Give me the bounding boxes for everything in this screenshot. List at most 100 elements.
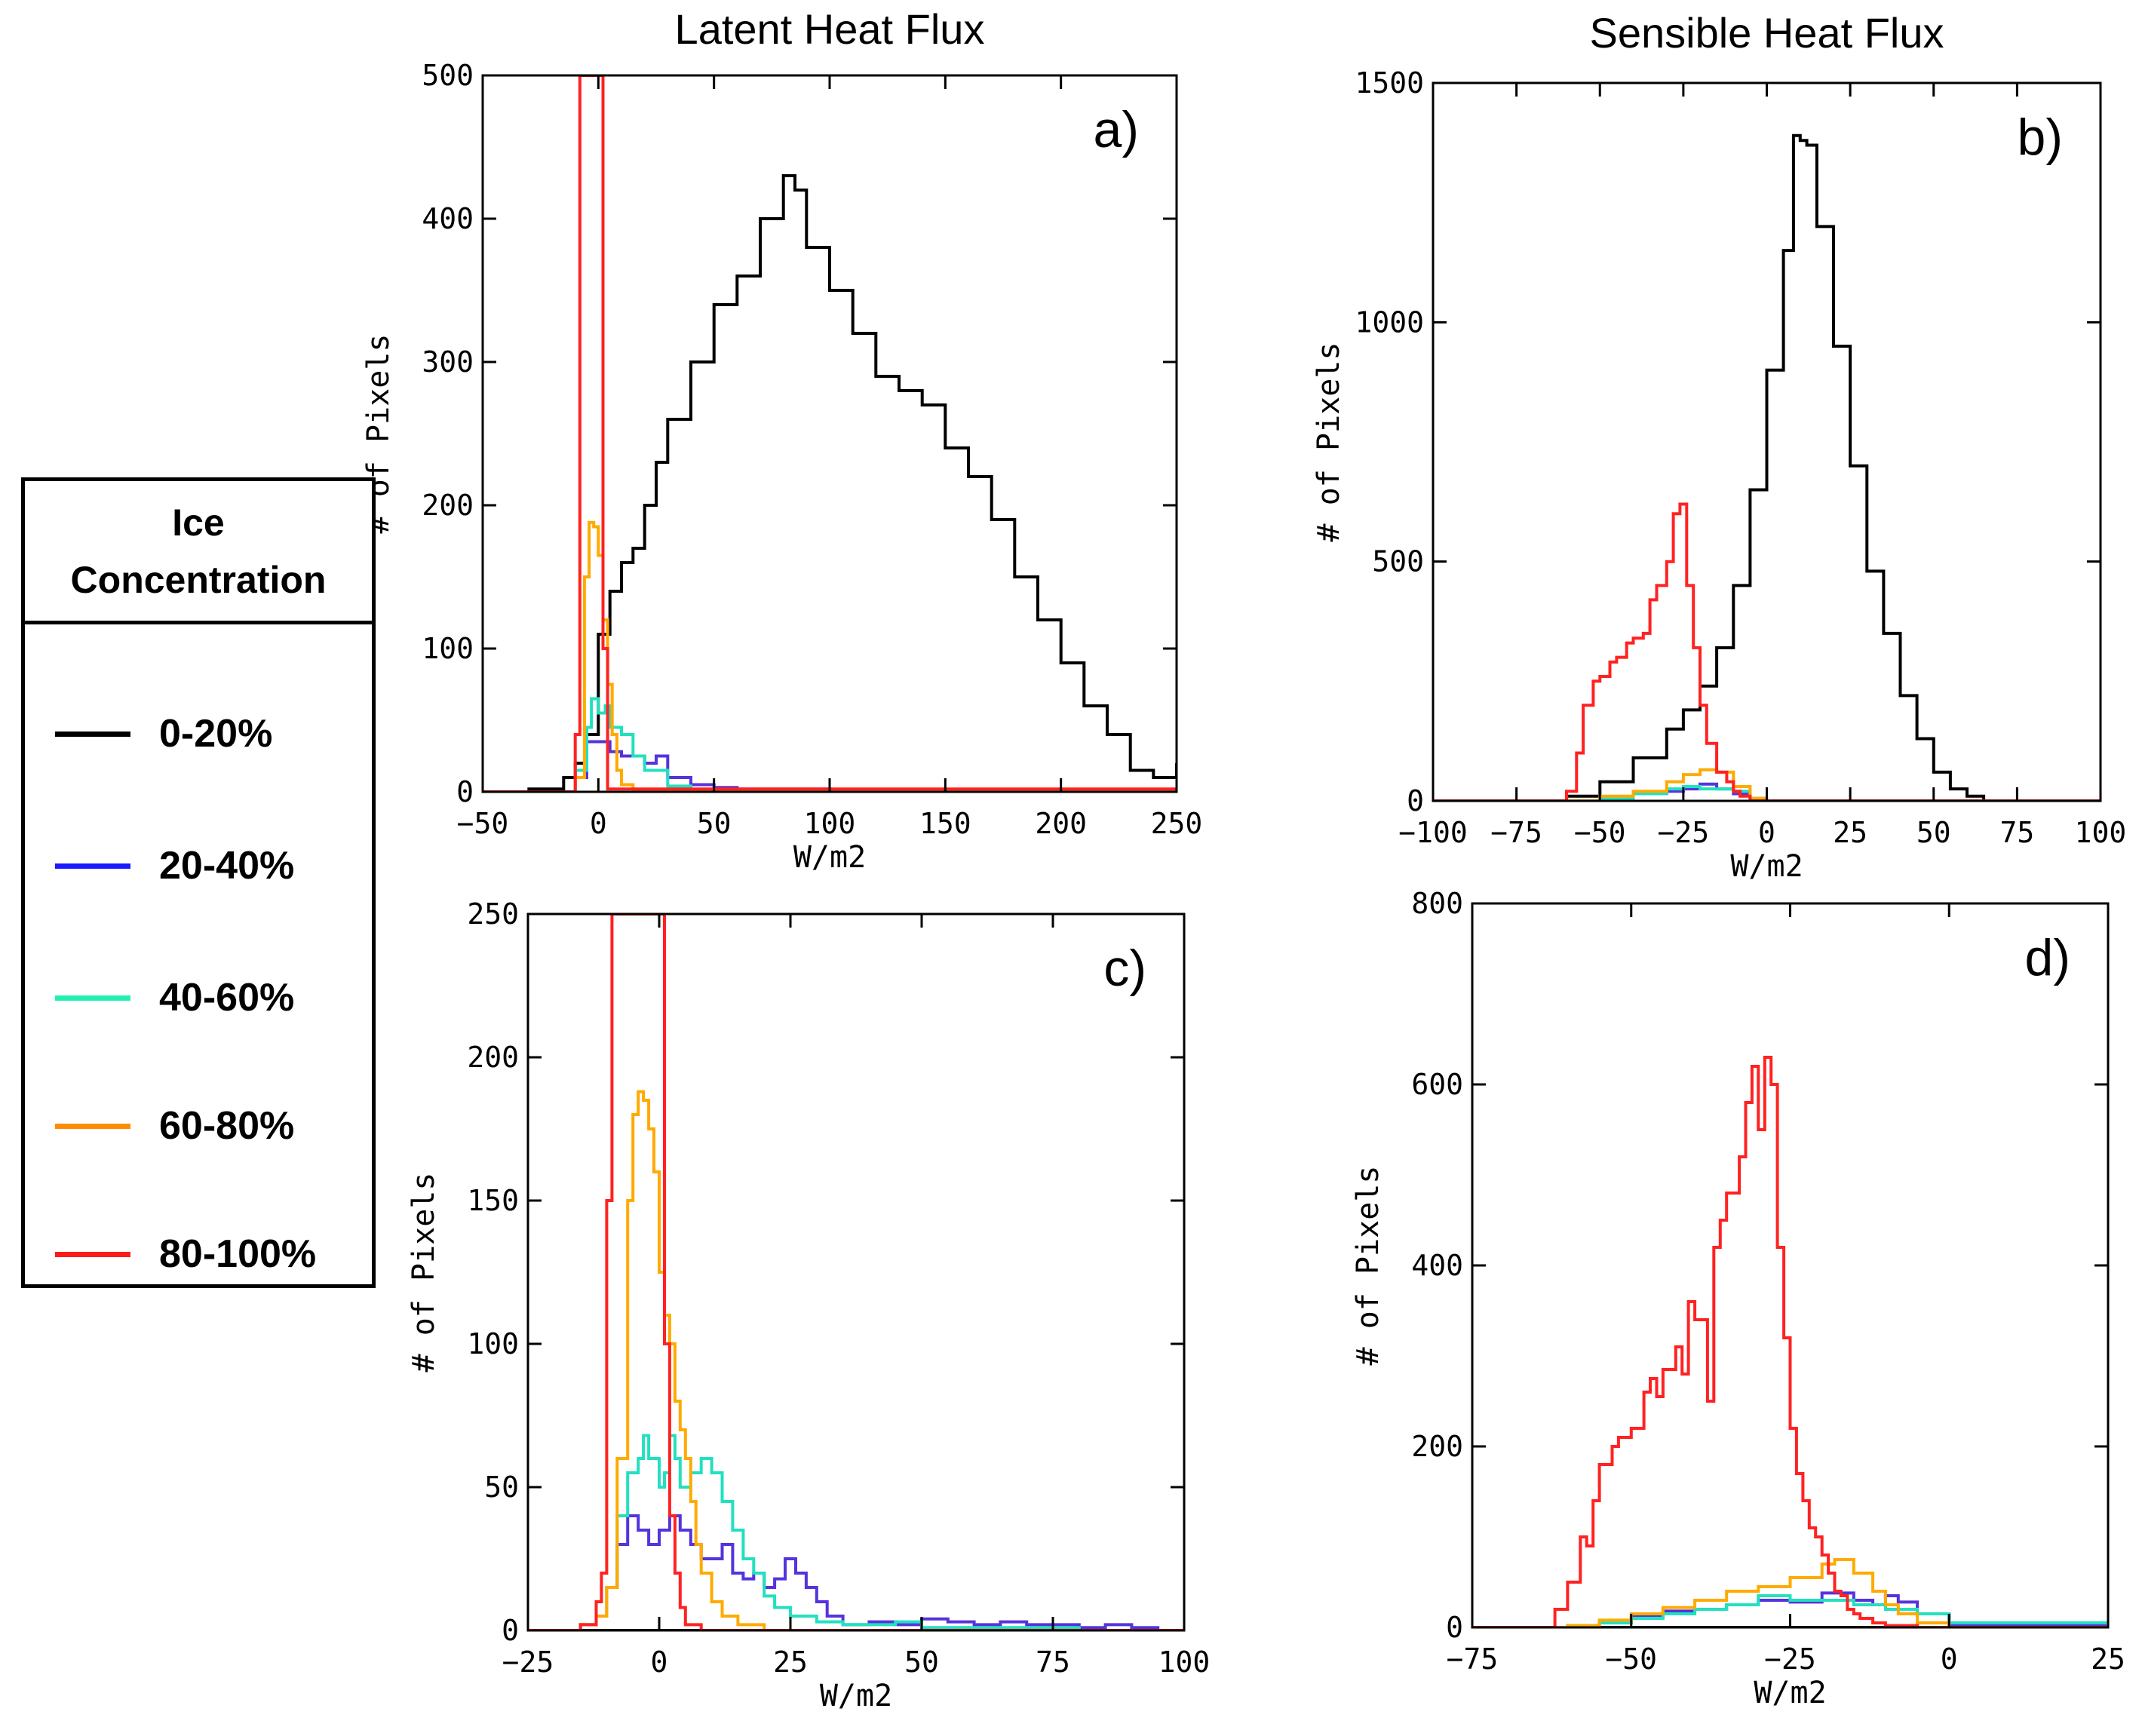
panel-d-frame (1471, 902, 2110, 1629)
panel-c-ytick-label: 250 (467, 897, 519, 931)
panel-c-xtick-label: 75 (1036, 1646, 1070, 1679)
panel-b-xtick-label: 75 (1999, 816, 2034, 849)
panel-a-frame (481, 74, 1178, 793)
panel-a-title: Latent Heat Flux (675, 5, 985, 53)
panel-a-series-group (483, 75, 1177, 792)
panel-b-xtick-label: 100 (2075, 816, 2127, 849)
panel-c-xlabel: W/m2 (820, 1679, 892, 1713)
panel-b-xtick-label: 0 (1758, 816, 1775, 849)
panel-c-ytick-label: 150 (467, 1184, 519, 1217)
panel-d-ytick-label: 0 (1446, 1611, 1463, 1644)
panel-a-xtick-label: 0 (590, 807, 607, 840)
panel-c-ytick-label: 50 (484, 1471, 519, 1504)
panel-a-xtick-label: 250 (1151, 807, 1203, 840)
panel-d-xtick-label: −50 (1605, 1642, 1657, 1676)
panel-c-series-20-40 (528, 1514, 1184, 1630)
legend-item-20-40: 20-40% (25, 843, 294, 888)
panel-a-xtick-label: 50 (697, 807, 732, 840)
panel-a-xtick-label: 200 (1035, 807, 1087, 840)
panel-b-letter: b) (2018, 109, 2063, 166)
panel-d-ytick-label: 800 (1411, 887, 1463, 920)
legend-swatch-0-20 (55, 731, 130, 737)
panel-b-series-group (1433, 133, 2101, 801)
panel-d-letter: d) (2025, 929, 2070, 986)
panel-b-xtick-label: −75 (1490, 816, 1542, 849)
panel-a-series-40-60 (483, 697, 1177, 792)
panel-d-xtick-label: 0 (1941, 1642, 1958, 1676)
legend-swatch-60-80 (55, 1123, 130, 1129)
panel-b-series-80-100 (1433, 502, 2101, 801)
panel-d-xlabel: W/m2 (1754, 1676, 1826, 1710)
panel-b-ytick-label: 1500 (1355, 66, 1424, 100)
panel-d: −75 −50 −25 0 25 0 200 400 600 800 W/m2 # of Pixels… (1351, 887, 2125, 1710)
panel-d-xtick-label: 25 (2091, 1642, 2125, 1676)
panel-d-xtick-label: −25 (1764, 1642, 1816, 1676)
panel-b-xlabel: W/m2 (1730, 849, 1803, 884)
legend-swatch-40-60 (55, 995, 130, 1001)
panel-a: −50 0 50 100 150 200 2500100200300400500W/m2# … (361, 5, 1202, 875)
panel-c-xtick-label: −25 (502, 1646, 554, 1679)
panel-c-xtick-label: 50 (904, 1646, 939, 1679)
legend-item-80-100: 80-100% (25, 1231, 316, 1277)
panel-c-series-60-80 (528, 1090, 1184, 1630)
panel-b-xtick-label: −25 (1658, 816, 1710, 849)
panel-b-ytick-label: 0 (1407, 784, 1424, 817)
panel-a-ytick-label: 400 (422, 202, 474, 235)
legend-label-60-80: 60-80% (159, 1104, 295, 1148)
panel-c-ytick-label: 0 (502, 1614, 519, 1647)
panel-b: −100 −75 −50 −25 0 25 50 75 100050010001500W/m2#… (1312, 9, 2126, 884)
panel-a-ytick-label: 500 (422, 59, 474, 92)
panel-a-xtick-label: 100 (804, 807, 856, 840)
panel-d-ytick-label: 200 (1411, 1430, 1463, 1463)
panel-c-series-40-60 (528, 1434, 1184, 1630)
panel-a-letter: a) (1094, 101, 1139, 158)
panel-d-xtick-label: −75 (1447, 1642, 1499, 1676)
panel-c-frame (526, 912, 1186, 1632)
panel-b-series-0-20 (1433, 133, 2101, 801)
panel-d-ytick-label: 600 (1411, 1068, 1463, 1101)
panel-c-xtick-label: 100 (1158, 1646, 1211, 1679)
panel-a-ytick-label: 100 (422, 632, 474, 665)
legend-item-0-20: 0-20% (25, 711, 272, 756)
panel-a-ytick-label: 200 (422, 489, 474, 522)
panel-a-xtick-label: −50 (457, 807, 509, 840)
panel-a-ytick-label: 0 (456, 775, 474, 808)
panel-c-xtick-label: 0 (651, 1646, 668, 1679)
panel-c-letter: c) (1103, 940, 1146, 997)
panel-c-series-80-100 (528, 914, 1184, 1630)
legend-title: Ice Concentration (25, 481, 372, 624)
panel-c-series-group (528, 914, 1184, 1630)
legend-item-60-80: 60-80% (25, 1103, 294, 1149)
panel-a-xlabel: W/m2 (793, 840, 866, 875)
panel-b-xtick-label: −100 (1398, 816, 1468, 849)
panel-b-xtick-label: −50 (1574, 816, 1626, 849)
legend-swatch-80-100 (55, 1251, 130, 1257)
panel-c-ylabel: # of Pixels (407, 1173, 441, 1373)
panel-c-ytick-label: 100 (467, 1327, 519, 1360)
panel-b-xtick-label: 25 (1833, 816, 1867, 849)
legend-item-40-60: 40-60% (25, 975, 294, 1020)
legend-label-40-60: 40-60% (159, 976, 295, 1020)
legend-title-line2: Concentration (70, 558, 327, 601)
panel-d-series-80-100 (1472, 1056, 2108, 1627)
legend-label-20-40: 20-40% (159, 844, 295, 888)
legend-label-0-20: 0-20% (159, 712, 273, 756)
legend-label-80-100: 80-100% (159, 1232, 317, 1276)
panel-d-ylabel: # of Pixels (1351, 1166, 1386, 1366)
panel-a-ytick-label: 300 (422, 345, 474, 379)
panel-a-series-80-100 (483, 75, 1177, 792)
panel-d-series-40-60 (1472, 1594, 2108, 1627)
panel-b-series-60-80 (1433, 768, 2101, 801)
panel-a-series-0-20 (483, 174, 1177, 792)
legend-swatch-20-40 (55, 863, 130, 869)
panel-d-ytick-label: 400 (1411, 1249, 1463, 1282)
panel-b-ytick-label: 500 (1372, 545, 1424, 578)
panel-c-ytick-label: 200 (467, 1041, 519, 1074)
panel-b-xtick-label: 50 (1916, 816, 1951, 849)
panel-b-ylabel: # of Pixels (1312, 342, 1346, 542)
panel-c-xtick-label: 25 (773, 1646, 808, 1679)
legend: Ice Concentration 0-20% 20-40% 40-60% 60… (21, 477, 376, 1288)
panel-b-ytick-label: 1000 (1355, 305, 1424, 339)
panel-b-title: Sensible Heat Flux (1589, 9, 1944, 57)
